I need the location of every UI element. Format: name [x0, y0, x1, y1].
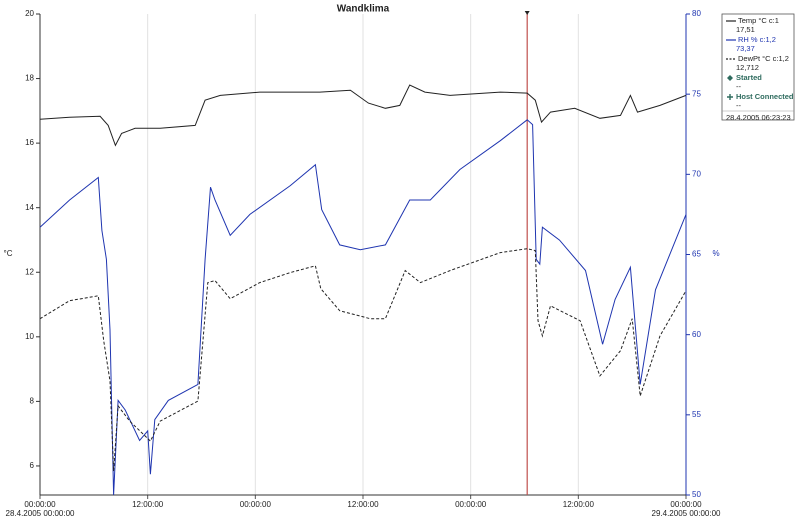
chart-title: Wandklima — [337, 4, 390, 15]
y2-tick-label: 75 — [692, 89, 701, 98]
x-tick-label: 00:00:00 — [240, 500, 272, 509]
y2-tick-label: 55 — [692, 410, 701, 419]
event-reading: -- — [736, 82, 741, 91]
y-tick-label: 6 — [30, 461, 35, 470]
y-tick-label: 16 — [25, 138, 34, 147]
cursor-label: 28.4.2005 06:23:23 — [726, 113, 791, 122]
y-tick-label: 12 — [25, 267, 34, 276]
y2-tick-label: 60 — [692, 330, 701, 339]
legend-label: DewPt °C c:1,2 — [738, 54, 789, 63]
x-tick-label: 12:00:00 — [132, 500, 164, 509]
event-label: Started — [736, 73, 762, 82]
legend-reading: 73,37 — [736, 44, 755, 53]
series-line — [39, 119, 687, 496]
y-tick-label: 20 — [25, 9, 34, 18]
y-tick-label: 14 — [25, 203, 34, 212]
x-end-label: 29.4.2005 00:00:00 — [652, 509, 722, 518]
cursor-marker — [524, 11, 530, 15]
y2-tick-label: 50 — [692, 490, 701, 499]
x-tick-label: 00:00:00 — [24, 500, 56, 509]
legend-reading: 12,712 — [736, 63, 759, 72]
y-axis-label: °C — [4, 249, 13, 258]
y2-tick-label: 65 — [692, 250, 701, 259]
event-label: Host Connected — [736, 92, 794, 101]
x-tick-label: 00:00:00 — [670, 500, 702, 509]
legend-box — [721, 13, 795, 121]
y-tick-label: 10 — [25, 332, 34, 341]
y2-axis-label: % — [712, 249, 719, 258]
x-start-label: 28.4.2005 00:00:00 — [6, 509, 76, 518]
legend-reading: 17,51 — [736, 25, 755, 34]
series-line — [39, 248, 687, 472]
event-icon — [727, 75, 733, 81]
x-tick-label: 12:00:00 — [563, 500, 595, 509]
y-tick-label: 8 — [30, 396, 35, 405]
x-tick-label: 00:00:00 — [455, 500, 487, 509]
y2-tick-label: 80 — [692, 9, 701, 18]
event-icon — [727, 94, 733, 100]
x-tick-label: 12:00:00 — [347, 500, 379, 509]
y-tick-label: 18 — [25, 74, 34, 83]
event-reading: -- — [736, 101, 741, 110]
legend-label: Temp °C c:1 — [738, 16, 779, 25]
y2-tick-label: 70 — [692, 169, 701, 178]
series-line — [39, 84, 687, 147]
legend-label: RH % c:1,2 — [738, 35, 776, 44]
